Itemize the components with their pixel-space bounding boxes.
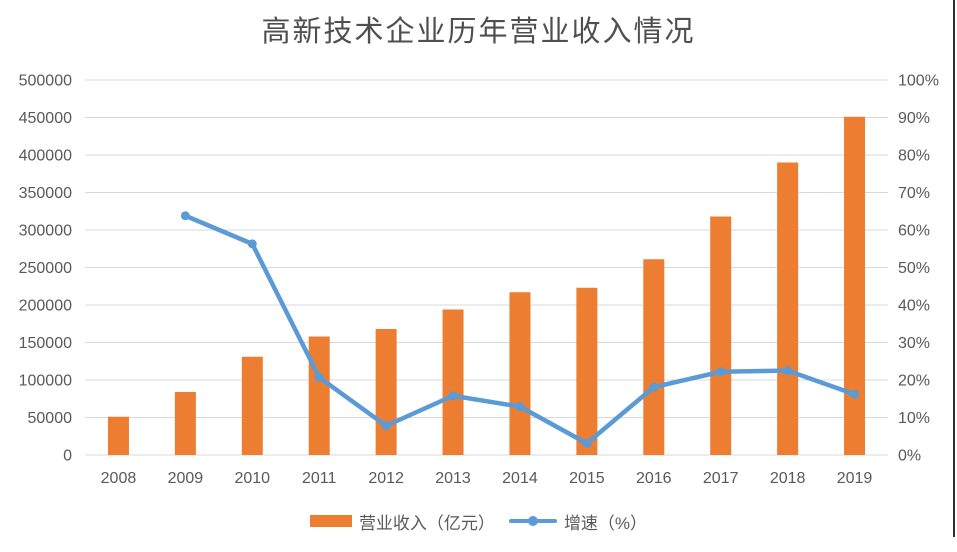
left-axis-tick-label: 500000 <box>19 73 72 90</box>
left-axis-tick-label: 0 <box>63 448 72 465</box>
right-axis-tick-label: 0% <box>898 448 921 465</box>
right-axis-tick-label: 50% <box>898 260 930 277</box>
chart-title: 高新技术企业历年营业收入情况 <box>261 14 696 48</box>
right-axis-tick-label: 100% <box>898 73 939 90</box>
x-axis-label: 2018 <box>770 470 806 487</box>
line-marker-2009 <box>180 211 190 221</box>
left-axis-tick-label: 450000 <box>19 110 72 127</box>
bar-2012 <box>375 329 397 455</box>
legend-bar-label: 营业收入（亿元） <box>358 513 495 533</box>
x-axis-label: 2012 <box>368 470 404 487</box>
bar-2009 <box>174 392 196 455</box>
x-axis-label: 2011 <box>302 470 337 487</box>
line-marker-2014 <box>515 402 525 412</box>
line-marker-2015 <box>582 438 592 448</box>
x-axis-label: 2014 <box>502 470 538 487</box>
bar-2017 <box>710 216 732 455</box>
x-axis-label: 2009 <box>168 470 204 487</box>
left-axis-tick-label: 300000 <box>19 223 72 240</box>
line-marker-2017 <box>716 367 726 377</box>
x-axis-label: 2019 <box>837 470 873 487</box>
left-axis-tick-label: 50000 <box>28 410 73 427</box>
x-axis-label: 2016 <box>636 470 672 487</box>
x-axis-label: 2010 <box>234 470 270 487</box>
left-axis-tick-label: 400000 <box>19 148 72 165</box>
line-marker-dot <box>527 516 538 526</box>
bar-2008 <box>107 416 129 455</box>
legend-line-label: 增速（%） <box>563 513 648 533</box>
line-marker-2013 <box>448 391 458 401</box>
line-marker-2018 <box>783 366 793 376</box>
line-marker-2010 <box>247 239 257 249</box>
bar-2010 <box>241 356 263 455</box>
bar-2014 <box>509 292 531 455</box>
bar-swatch-icon <box>309 515 352 527</box>
x-axis-label: 2013 <box>435 470 471 487</box>
x-axis-label: 2015 <box>569 470 605 487</box>
right-axis-tick-label: 10% <box>898 410 930 427</box>
right-axis-tick-label: 70% <box>898 185 930 202</box>
chart-right-border <box>953 0 955 537</box>
right-axis-tick-label: 20% <box>898 373 930 390</box>
bar-2016 <box>643 259 665 455</box>
line-marker-2016 <box>649 382 659 392</box>
left-axis-tick-label: 250000 <box>19 260 72 277</box>
x-axis-label: 2008 <box>101 470 137 487</box>
left-axis-tick-label: 100000 <box>19 373 72 390</box>
bar-2018 <box>777 162 799 455</box>
line-marker-icon <box>508 516 557 526</box>
left-axis-tick-label: 350000 <box>19 185 72 202</box>
bar-2019 <box>844 116 866 455</box>
right-axis-tick-label: 60% <box>898 223 930 240</box>
legend-item-growth: 增速（%） <box>508 509 648 534</box>
right-axis-tick-label: 40% <box>898 298 930 315</box>
right-axis-tick-label: 30% <box>898 335 930 352</box>
line-marker-2012 <box>381 421 391 431</box>
left-axis-tick-label: 200000 <box>19 298 72 315</box>
legend-item-revenue: 营业收入（亿元） <box>309 509 495 534</box>
bar-2011 <box>308 336 330 455</box>
right-axis-tick-label: 90% <box>898 110 930 127</box>
bar-2013 <box>442 309 464 455</box>
legend: 营业收入（亿元） 增速（%） <box>0 506 957 536</box>
line-marker-2011 <box>314 372 324 382</box>
line-marker-2019 <box>850 389 860 399</box>
right-axis-tick-label: 80% <box>898 148 930 165</box>
left-axis-tick-label: 150000 <box>19 335 72 352</box>
x-axis-label: 2017 <box>703 470 739 487</box>
bar-2015 <box>576 287 598 455</box>
